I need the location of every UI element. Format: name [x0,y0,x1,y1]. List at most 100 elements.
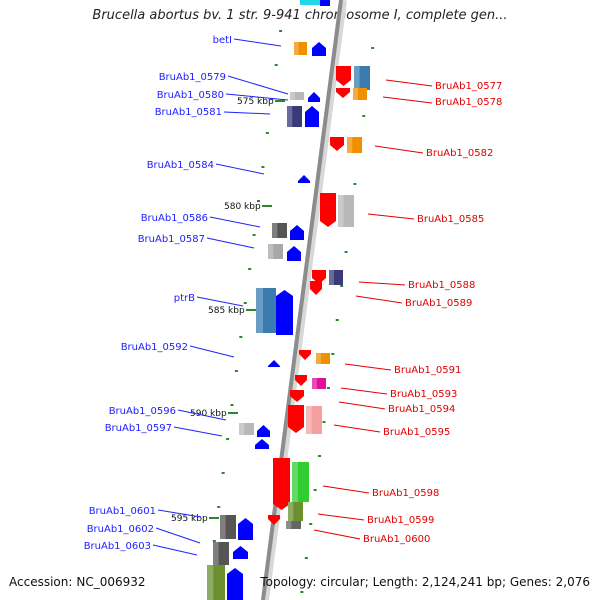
gene-block [312,378,326,389]
gene-label: BruAb1_0593 [390,389,457,400]
gene-label: BruAb1_0596 [109,406,176,417]
track-dot [279,30,283,32]
gene-block [290,92,304,100]
reverse-arrow [255,439,269,449]
forward-arrow [299,350,311,360]
gene-label-leader [196,296,244,307]
genome-info: Topology: circular; Length: 2,124,241 bp… [260,575,590,589]
gene-label-leader [173,426,223,437]
gene-label-leader [225,93,289,101]
gene-block [213,542,229,565]
gene-block-highlight [239,423,245,435]
gene-label-leader [157,509,202,518]
gene-block [207,565,225,600]
gene-label: BruAb1_0600 [363,534,430,545]
gene-label-leader [355,295,403,304]
gene-label: BruAb1_0594 [388,404,455,415]
gene-block [287,106,302,127]
gene-label: BruAb1_0581 [155,107,222,118]
forward-arrow [268,515,280,525]
track-dot [353,183,357,185]
topology-value: circular [320,575,365,589]
gene-block-highlight [272,223,278,238]
topology-label: Topology: [260,575,317,589]
gene-label: betI [213,35,232,46]
track-dot [326,387,330,389]
accession-value: NC_006932 [76,575,146,589]
gene-label-leader [344,363,392,371]
gene-block [292,462,309,502]
gene-label-leader [358,281,406,286]
gene-block-highlight [353,88,358,100]
gene-block-highlight [338,195,344,227]
forward-arrow [295,375,307,386]
reverse-arrow [276,290,293,335]
gene-block-highlight [290,92,295,100]
gene-label-leader [155,527,201,544]
track-dot [261,166,265,168]
gene-block-highlight [292,462,298,502]
scale-tick-label: 585 kbp [208,306,245,316]
gene-label: BruAb1_0589 [405,298,472,309]
gene-label: BruAb1_0603 [84,541,151,552]
reverse-arrow [298,175,310,183]
track-dot [300,591,304,593]
gene-block [286,521,301,529]
reverse-arrow [268,360,280,367]
track-dot [331,353,335,355]
gene-block-highlight [288,502,294,521]
gene-label: BruAb1_0584 [147,160,214,171]
gene-block-highlight [306,406,312,434]
track-dot [217,506,221,508]
gene-block [272,223,287,238]
forward-arrow [336,66,351,86]
track-dot [270,98,274,100]
scale-tick-label: 595 kbp [171,514,208,524]
gene-label-leader [227,75,289,95]
forward-track-dots [300,47,375,593]
scale-tick-label: 580 kbp [224,202,261,212]
reverse-arrow [233,546,248,559]
scale-ticks: 575 kbp 580 kbp 585 kbp 590 kbp 595 kbp [171,97,285,524]
gene-label: BruAb1_0602 [87,524,154,535]
gene-block-highlight [347,137,353,153]
reverse-arrow [290,225,304,240]
reverse-arrow [312,42,326,56]
gene-label-leader [338,401,386,410]
length-label: Length: [372,575,419,589]
gene-label-leader [206,237,255,249]
gene-label: BruAb1_0585 [417,214,484,225]
gene-label: BruAb1_0582 [426,148,493,159]
track-dot [230,404,234,406]
track-dot [362,115,366,117]
track-dot [371,47,375,49]
track-dot [335,319,339,321]
track-dot [274,64,278,66]
gene-label: BruAb1_0599 [367,515,434,526]
gene-block-highlight [329,270,334,285]
gene-block-highlight [294,42,299,55]
track-dot [313,489,317,491]
gene-label: BruAb1_0579 [159,72,226,83]
gene-block [220,515,236,539]
gene-block [329,270,343,285]
gene-label-leader [374,145,424,154]
gene-block-highlight [268,244,274,259]
forward-arrow [310,281,322,295]
reverse-arrow [308,92,320,102]
gene-label-leader [322,485,370,494]
track-dot [243,302,247,304]
gene-label: BruAb1_0580 [157,90,224,101]
gene-block [239,423,254,435]
top-feature [300,0,328,5]
gene-block-highlight [286,521,292,529]
accession-info: Accession: NC_006932 [9,575,146,589]
gene-block [316,353,330,364]
reverse-arrow [287,246,301,261]
gene-label-leader [223,111,271,115]
gene-features [207,42,370,600]
gene-label-leader [333,424,381,433]
gene-block [338,195,354,227]
track-dot [340,285,344,287]
